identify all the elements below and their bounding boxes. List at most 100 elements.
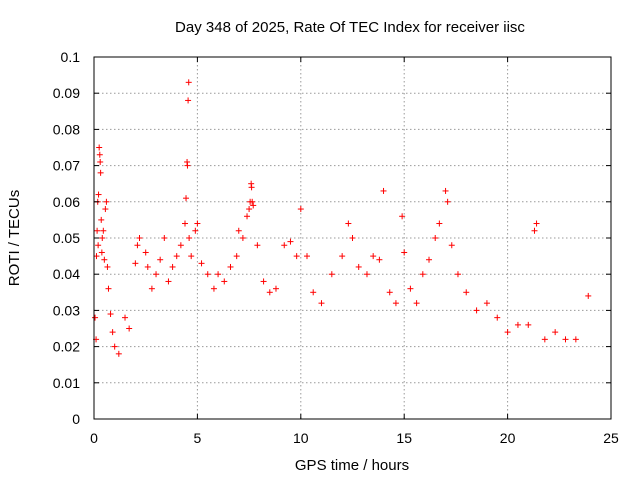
data-point bbox=[504, 329, 511, 336]
y-tick-label: 0.02 bbox=[53, 339, 80, 355]
y-tick-label: 0.08 bbox=[53, 121, 80, 137]
data-point bbox=[111, 343, 118, 350]
data-point bbox=[233, 253, 240, 260]
data-point bbox=[297, 206, 304, 213]
data-point bbox=[134, 242, 141, 249]
data-point bbox=[401, 249, 408, 256]
data-point bbox=[376, 256, 383, 263]
data-point bbox=[173, 253, 180, 260]
data-point bbox=[97, 158, 104, 165]
data-point bbox=[185, 79, 192, 86]
data-point bbox=[215, 271, 222, 278]
data-point bbox=[426, 256, 433, 263]
x-tick-label: 10 bbox=[293, 430, 309, 446]
data-point bbox=[98, 249, 105, 256]
y-tick-label: 0 bbox=[72, 411, 80, 427]
x-tick-label: 15 bbox=[396, 430, 412, 446]
data-point bbox=[186, 235, 193, 241]
data-point bbox=[161, 235, 168, 241]
x-tick-label: 0 bbox=[90, 430, 98, 446]
data-point bbox=[266, 289, 273, 296]
data-point bbox=[246, 206, 253, 213]
data-point bbox=[407, 285, 414, 292]
ticks-layer: 0 5 10 15 20 25 0 0.01 0.02 0.03 0.04 0.05 0.06 0.07 0… bbox=[53, 49, 619, 446]
data-point bbox=[281, 242, 288, 249]
data-point bbox=[436, 220, 443, 227]
data-point bbox=[92, 314, 99, 321]
data-point bbox=[100, 227, 107, 234]
x-axis-label: GPS time / hours bbox=[295, 457, 409, 474]
data-point bbox=[562, 336, 569, 343]
data-point bbox=[254, 242, 261, 249]
data-point bbox=[386, 289, 393, 296]
data-point bbox=[293, 253, 300, 260]
x-tick-label: 25 bbox=[603, 430, 619, 446]
data-point bbox=[235, 227, 242, 234]
data-point bbox=[463, 289, 470, 296]
data-point bbox=[345, 220, 352, 227]
data-point bbox=[142, 249, 149, 256]
y-tick-label: 0.01 bbox=[53, 375, 80, 391]
data-point bbox=[183, 195, 190, 202]
data-point bbox=[552, 329, 559, 336]
data-point bbox=[97, 169, 104, 176]
y-tick-label: 0.09 bbox=[53, 85, 80, 101]
data-point bbox=[184, 162, 191, 169]
data-point bbox=[339, 253, 346, 260]
data-point bbox=[304, 253, 311, 260]
data-point bbox=[144, 263, 151, 270]
data-point bbox=[494, 314, 501, 321]
data-point bbox=[318, 300, 325, 307]
data-point bbox=[370, 253, 377, 260]
chart-title: Day 348 of 2025, Rate Of TEC Index for r… bbox=[175, 19, 525, 36]
data-point bbox=[473, 307, 480, 314]
data-point bbox=[585, 292, 592, 299]
data-point bbox=[442, 187, 449, 194]
points-layer bbox=[92, 79, 592, 357]
data-point bbox=[248, 184, 255, 191]
data-point bbox=[392, 300, 399, 307]
data-point bbox=[157, 256, 164, 263]
data-point bbox=[572, 336, 579, 343]
data-point bbox=[105, 285, 112, 292]
data-point bbox=[192, 227, 199, 234]
data-point bbox=[96, 151, 103, 158]
data-point bbox=[95, 242, 102, 249]
data-point bbox=[96, 144, 103, 151]
data-point bbox=[349, 235, 356, 241]
data-point bbox=[104, 263, 111, 270]
data-point bbox=[102, 206, 109, 213]
x-tick-label: 20 bbox=[500, 430, 516, 446]
data-point bbox=[531, 227, 538, 234]
data-point bbox=[198, 260, 205, 267]
data-point bbox=[136, 235, 143, 241]
data-point bbox=[399, 213, 406, 220]
data-point bbox=[328, 271, 335, 278]
data-point bbox=[272, 285, 279, 292]
data-point bbox=[169, 263, 176, 270]
y-tick-label: 0.03 bbox=[53, 302, 80, 318]
y-tick-label: 0.05 bbox=[53, 230, 80, 246]
data-point bbox=[94, 227, 101, 234]
data-point bbox=[419, 271, 426, 278]
data-point bbox=[101, 256, 108, 263]
data-point bbox=[177, 242, 184, 249]
grid-layer bbox=[94, 57, 611, 419]
data-point bbox=[533, 220, 540, 227]
data-point bbox=[287, 238, 294, 245]
y-tick-label: 0.04 bbox=[53, 266, 80, 282]
data-point bbox=[454, 271, 461, 278]
y-axis-label: ROTI / TECUs bbox=[6, 190, 23, 286]
data-point bbox=[250, 202, 257, 209]
data-point bbox=[126, 325, 133, 332]
data-point bbox=[132, 260, 139, 267]
data-point bbox=[181, 220, 188, 227]
data-point bbox=[103, 198, 110, 205]
data-point bbox=[413, 300, 420, 307]
data-point bbox=[227, 263, 234, 270]
x-tick-label: 5 bbox=[194, 430, 202, 446]
data-point bbox=[188, 253, 195, 260]
data-point bbox=[239, 235, 246, 241]
data-point bbox=[448, 242, 455, 249]
